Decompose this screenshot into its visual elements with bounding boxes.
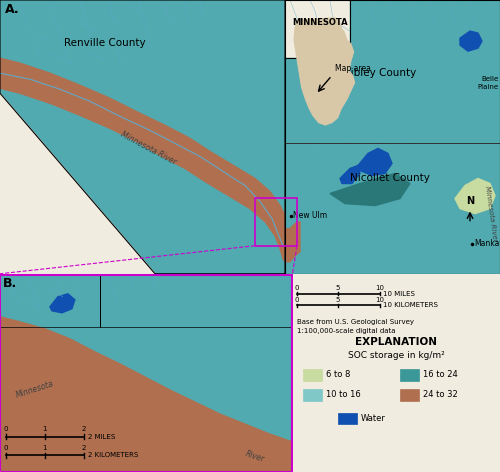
Text: 10 KILOMETERS: 10 KILOMETERS	[383, 303, 438, 309]
Polygon shape	[358, 148, 392, 176]
Text: 0: 0	[4, 426, 8, 432]
Bar	[338, 413, 357, 424]
Polygon shape	[340, 166, 360, 184]
Bar	[255, 198, 297, 246]
Text: MINNESOTA: MINNESOTA	[292, 18, 348, 27]
Text: River: River	[244, 450, 266, 464]
Text: 10 to 16: 10 to 16	[326, 390, 360, 399]
Text: 24 to 32: 24 to 32	[423, 390, 458, 399]
Text: 5: 5	[336, 285, 340, 291]
Text: 10: 10	[375, 297, 384, 303]
Text: Belle
Plaine: Belle Plaine	[478, 76, 499, 90]
Bar	[303, 369, 322, 381]
Text: Base from U.S. Geological Survey
1:100,000-scale digital data: Base from U.S. Geological Survey 1:100,0…	[296, 320, 414, 334]
Text: 6 to 8: 6 to 8	[326, 371, 350, 379]
Text: B.: B.	[3, 277, 17, 290]
Text: 1: 1	[42, 426, 47, 432]
Text: EXPLANATION: EXPLANATION	[355, 337, 437, 347]
Text: 2: 2	[82, 426, 86, 432]
Text: SOC storage in kg/m²: SOC storage in kg/m²	[348, 351, 444, 360]
Bar	[285, 0, 500, 58]
Polygon shape	[460, 31, 482, 51]
Text: Nicollet County: Nicollet County	[350, 174, 430, 184]
Polygon shape	[294, 18, 354, 125]
Text: Minnesota: Minnesota	[15, 379, 56, 400]
Text: Water: Water	[361, 414, 386, 423]
Bar	[303, 389, 322, 401]
Text: Sibley County: Sibley County	[344, 68, 416, 78]
Text: A.: A.	[5, 3, 20, 16]
Polygon shape	[330, 174, 410, 206]
Text: 10 MILES: 10 MILES	[383, 291, 414, 296]
Polygon shape	[285, 0, 500, 274]
Text: Map area: Map area	[334, 64, 370, 73]
Text: New Ulm: New Ulm	[293, 211, 327, 220]
Text: Mankato: Mankato	[474, 239, 500, 248]
Text: 2 KILOMETERS: 2 KILOMETERS	[88, 452, 138, 458]
Text: 5: 5	[336, 297, 340, 303]
Text: 16 to 24: 16 to 24	[423, 371, 458, 379]
Polygon shape	[0, 93, 155, 274]
Bar	[400, 369, 419, 381]
Text: Renville County: Renville County	[64, 38, 146, 48]
Text: 0: 0	[4, 445, 8, 451]
Text: 10: 10	[375, 285, 384, 291]
Text: Minnesota River: Minnesota River	[484, 185, 498, 242]
Polygon shape	[0, 317, 292, 472]
Text: 1: 1	[42, 445, 47, 451]
Text: 2: 2	[82, 445, 86, 451]
Bar	[400, 389, 419, 401]
Polygon shape	[455, 178, 495, 214]
Text: N: N	[466, 195, 474, 206]
Polygon shape	[50, 294, 75, 313]
Text: 0: 0	[294, 285, 299, 291]
Text: Minnesota River: Minnesota River	[118, 130, 178, 167]
Text: 0: 0	[294, 297, 299, 303]
Polygon shape	[0, 58, 300, 262]
Text: 2 MILES: 2 MILES	[88, 434, 116, 440]
